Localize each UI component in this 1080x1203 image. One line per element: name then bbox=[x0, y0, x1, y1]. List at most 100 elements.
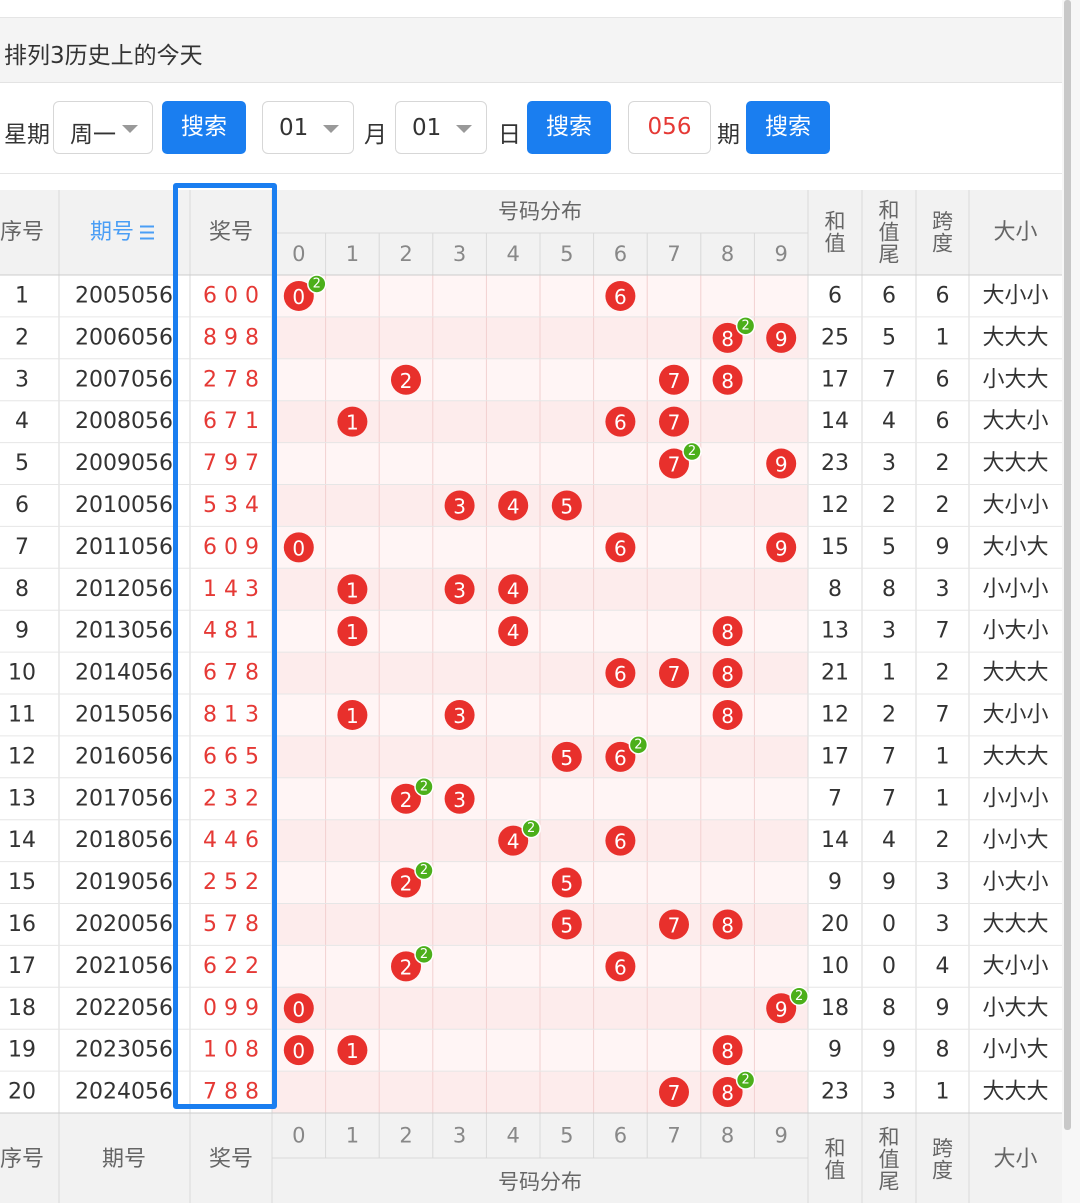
ball-digit: 6 bbox=[614, 662, 627, 686]
ball-digit: 5 bbox=[560, 746, 573, 770]
row-seq: 5 bbox=[15, 451, 29, 476]
row-size: 小小小 bbox=[982, 577, 1048, 602]
header-digit: 4 bbox=[507, 242, 520, 266]
row-sum: 21 bbox=[821, 661, 849, 686]
row-size: 大小小 bbox=[982, 702, 1048, 727]
row-prize: 6 0 0 bbox=[203, 283, 259, 308]
weekday-search-button[interactable]: 搜索 bbox=[162, 101, 246, 154]
day-value: 01 bbox=[412, 115, 442, 141]
row-sum: 17 bbox=[821, 367, 849, 392]
row-sum-tail: 3 bbox=[882, 619, 896, 644]
ball-6 bbox=[605, 658, 636, 689]
ball-digit: 8 bbox=[721, 704, 734, 728]
weekday-label: 星期 bbox=[4, 122, 50, 148]
ball-digit: 1 bbox=[346, 578, 359, 602]
ball-6 bbox=[605, 280, 636, 311]
title-bar: 排列3历史上的今天 bbox=[0, 18, 1062, 83]
header-distribution: 号码分布 bbox=[498, 200, 582, 224]
row-sum-tail: 5 bbox=[882, 535, 896, 560]
row-prize: 6 7 8 bbox=[203, 661, 259, 686]
ball-9 bbox=[766, 448, 797, 479]
row-sum: 9 bbox=[828, 870, 842, 895]
header-issue: 期号 bbox=[90, 220, 134, 245]
date-search-button[interactable]: 搜索 bbox=[527, 101, 611, 154]
row-seq: 3 bbox=[15, 367, 29, 392]
ball-digit: 8 bbox=[721, 369, 734, 393]
day-select[interactable]: 01 bbox=[395, 101, 487, 154]
row-sum: 14 bbox=[821, 409, 849, 434]
row-size: 小大小 bbox=[982, 870, 1048, 895]
row-span: 6 bbox=[936, 367, 950, 392]
scrollbar[interactable] bbox=[1062, 0, 1080, 1203]
row-issue: 2007056 bbox=[75, 367, 173, 392]
row-issue: 2022056 bbox=[75, 996, 173, 1021]
ball-digit: 9 bbox=[775, 453, 788, 477]
row-issue: 2005056 bbox=[75, 283, 173, 308]
weekday-select[interactable]: 周一 bbox=[53, 101, 153, 154]
row-prize: 5 3 4 bbox=[203, 493, 259, 518]
ball-6 bbox=[605, 406, 636, 437]
issue-search-button[interactable]: 搜索 bbox=[746, 101, 830, 154]
row-issue: 2020056 bbox=[75, 912, 173, 937]
row-prize: 6 2 2 bbox=[203, 954, 259, 979]
row-issue: 2024056 bbox=[75, 1080, 173, 1105]
month-select[interactable]: 01 bbox=[262, 101, 354, 154]
ball-digit: 8 bbox=[721, 1081, 734, 1105]
row-issue: 2017056 bbox=[75, 786, 173, 811]
row-sum-tail: 8 bbox=[882, 996, 896, 1021]
row-sum-tail: 3 bbox=[882, 451, 896, 476]
row-span: 1 bbox=[936, 786, 950, 811]
row-sum-tail: 4 bbox=[882, 409, 896, 434]
footer-digit: 2 bbox=[399, 1124, 412, 1148]
sort-icon bbox=[140, 225, 154, 240]
row-span: 3 bbox=[936, 577, 950, 602]
ball-digit: 4 bbox=[507, 830, 520, 854]
ball-digit: 6 bbox=[614, 830, 627, 854]
ball-6 bbox=[605, 741, 636, 772]
ball-digit: 8 bbox=[721, 662, 734, 686]
row-size: 小大大 bbox=[982, 367, 1048, 392]
row-seq: 20 bbox=[8, 1080, 36, 1105]
footer-digit: 8 bbox=[721, 1124, 734, 1148]
header-digit: 9 bbox=[775, 242, 788, 266]
row-prize: 5 7 8 bbox=[203, 912, 259, 937]
row-issue: 2012056 bbox=[75, 577, 173, 602]
ball-digit: 6 bbox=[614, 411, 627, 435]
ball-7 bbox=[659, 1077, 689, 1108]
row-sum: 14 bbox=[821, 828, 849, 853]
row-prize: 8 9 8 bbox=[203, 325, 259, 350]
ball-8 bbox=[712, 616, 743, 647]
row-size: 大大小 bbox=[982, 409, 1048, 434]
ball-digit: 7 bbox=[668, 369, 681, 393]
ball-7 bbox=[659, 658, 689, 689]
chevron-down-icon bbox=[323, 125, 339, 133]
svg-text:尾: 尾 bbox=[879, 1170, 900, 1194]
ball-0 bbox=[283, 1035, 314, 1066]
ball-digit: 1 bbox=[346, 620, 359, 644]
row-span: 9 bbox=[936, 996, 950, 1021]
row-sum: 23 bbox=[821, 1080, 849, 1105]
ball-digit: 7 bbox=[668, 411, 681, 435]
row-prize: 6 0 9 bbox=[203, 535, 259, 560]
row-sum-tail: 2 bbox=[882, 702, 896, 727]
scrollbar-thumb[interactable] bbox=[1064, 0, 1071, 1130]
row-sum-tail: 2 bbox=[882, 493, 896, 518]
row-sum: 6 bbox=[828, 283, 842, 308]
ball-digit: 3 bbox=[453, 494, 466, 518]
ball-0 bbox=[283, 280, 314, 311]
row-issue: 2021056 bbox=[75, 954, 173, 979]
ball-7 bbox=[659, 448, 689, 479]
row-issue: 2013056 bbox=[75, 619, 173, 644]
header-sum: 和值 bbox=[825, 209, 846, 255]
top-gap bbox=[0, 0, 1062, 18]
row-prize: 2 7 8 bbox=[203, 367, 259, 392]
row-size: 小小大 bbox=[982, 828, 1048, 853]
ball-digit: 6 bbox=[614, 955, 627, 979]
issue-input[interactable]: 056 bbox=[628, 101, 711, 154]
row-sum: 25 bbox=[821, 325, 849, 350]
row-sum-tail: 9 bbox=[882, 870, 896, 895]
row-span: 4 bbox=[936, 954, 950, 979]
duplicate-badge bbox=[307, 274, 327, 294]
row-issue: 2023056 bbox=[75, 1038, 173, 1063]
